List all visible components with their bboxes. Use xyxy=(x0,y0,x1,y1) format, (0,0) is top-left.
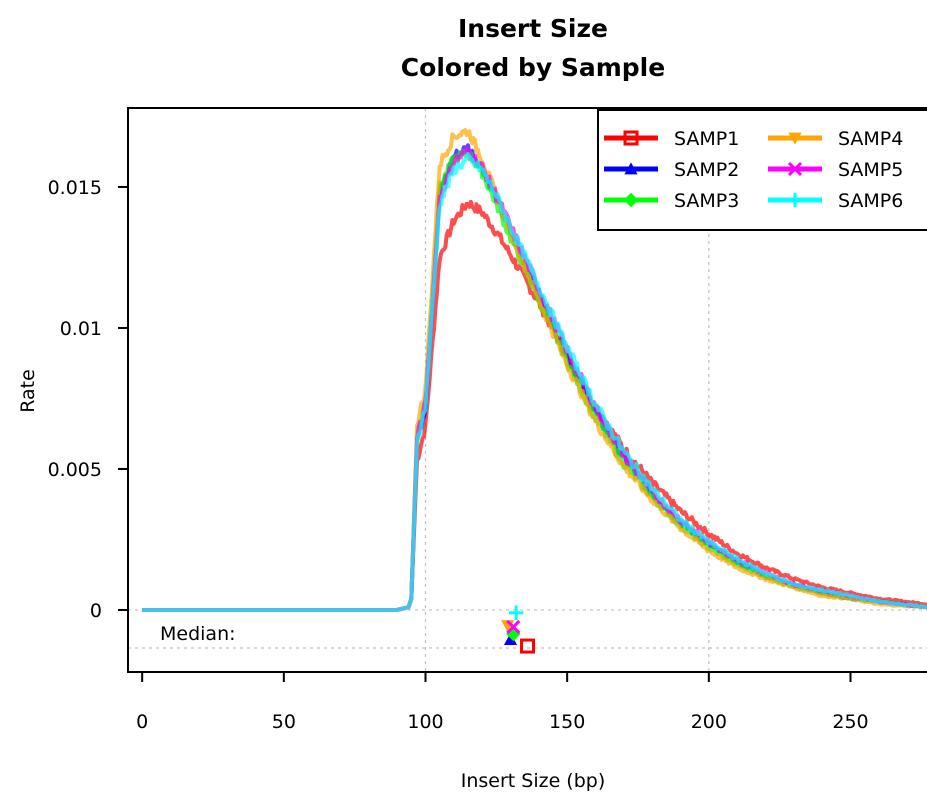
y-tick-label: 0.015 xyxy=(48,177,102,199)
series-lines xyxy=(141,128,927,612)
x-tick-label: 50 xyxy=(272,711,296,733)
x-tick-label: 250 xyxy=(832,711,868,733)
x-tick-label: 150 xyxy=(549,711,585,733)
legend-marker-samp5 xyxy=(787,161,803,177)
legend-marker-samp5-stroke-b xyxy=(787,161,803,177)
median-markers xyxy=(501,605,535,654)
legend: SAMP1 SAMP2 SAMP3 SAMP4 SAMP5 SAMP6 xyxy=(597,109,927,231)
legend-label-samp3: SAMP3 xyxy=(674,190,739,212)
legend-marker-samp6 xyxy=(787,192,803,208)
chart-subtitle: Colored by Sample xyxy=(401,53,665,82)
y-tick-label: 0.01 xyxy=(60,318,102,340)
x-tick-label: 200 xyxy=(691,711,727,733)
legend-marker-samp1 xyxy=(623,130,639,146)
median-marker-samp5-stroke-b xyxy=(506,619,521,634)
median-marker-samp1 xyxy=(520,638,535,654)
legend-label-samp5: SAMP5 xyxy=(838,159,903,181)
x-tick-label: 100 xyxy=(407,711,443,733)
y-tick-label: 0 xyxy=(90,600,102,622)
plot-frame xyxy=(127,107,927,673)
median-label: Median: xyxy=(160,623,236,645)
median-marker-samp2 xyxy=(503,632,518,645)
median-marker-samp6 xyxy=(508,605,524,620)
legend-label-samp2: SAMP2 xyxy=(674,159,739,181)
legend-label-samp6: SAMP6 xyxy=(838,190,903,212)
legend-label-samp1: SAMP1 xyxy=(674,128,739,150)
y-tick-label: 0.005 xyxy=(48,459,102,481)
median-marker-samp5 xyxy=(506,619,521,634)
legend-marker-samp4 xyxy=(788,132,802,145)
legend-marker-samp2 xyxy=(624,162,638,175)
chart-title: Insert Size xyxy=(458,14,608,43)
median-marker-samp3 xyxy=(506,626,521,642)
legend-label-samp4: SAMP4 xyxy=(838,128,903,150)
x-tick-label: 0 xyxy=(136,711,148,733)
axes: 0 50 100 150 200 250 0 0.005 0.01 0.015 xyxy=(48,107,927,733)
legend-marker-samp3 xyxy=(623,192,639,208)
y-axis-label: Rate xyxy=(17,369,39,413)
x-axis-label: Insert Size (bp) xyxy=(461,770,606,792)
series-line-samp6 xyxy=(141,152,927,612)
